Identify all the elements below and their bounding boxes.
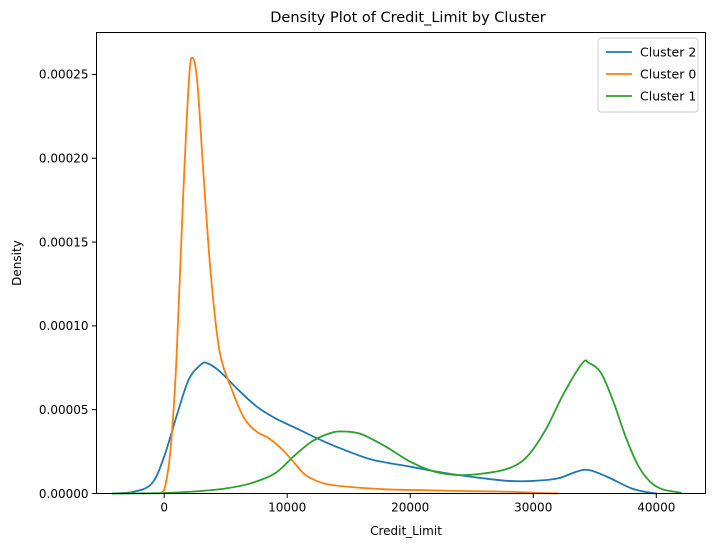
y-axis-ticks: 0.00000 0.00005 0.00010 0.00015 0.00020 0.000… (39, 68, 97, 501)
y-axis-title: Density (10, 240, 24, 286)
x-axis-ticks: 0 10000 20000 30000 40000 (160, 493, 675, 515)
chart-title: Density Plot of Credit_Limit by Cluster (270, 10, 546, 26)
y-tick-label: 0.00010 (39, 319, 89, 333)
series-line-cluster-1 (111, 359, 682, 495)
y-tick-label: 0.00000 (39, 487, 89, 501)
y-tick-label: 0.00015 (39, 235, 89, 249)
legend-label: Cluster 0 (640, 67, 696, 82)
y-tick-label: 0.00005 (39, 403, 89, 417)
y-tick-label: 0.00025 (39, 68, 89, 82)
legend-label: Cluster 1 (640, 89, 696, 104)
plot-frame (96, 32, 706, 494)
x-tick-label: 10000 (268, 501, 306, 515)
x-tick-label: 0 (160, 501, 168, 515)
x-tick-label: 40000 (637, 501, 675, 515)
x-axis-title: Credit_Limit (370, 524, 442, 538)
x-tick-label: 30000 (514, 501, 552, 515)
x-tick-label: 20000 (391, 501, 429, 515)
legend-box (597, 37, 699, 113)
legend: Cluster 2 Cluster 0 Cluster 1 (597, 37, 699, 113)
series-lines (111, 56, 682, 495)
series-line-cluster-2 (111, 361, 658, 495)
series-line-cluster-0 (158, 56, 559, 495)
y-tick-label: 0.00020 (39, 152, 89, 166)
legend-label: Cluster 2 (640, 45, 696, 60)
